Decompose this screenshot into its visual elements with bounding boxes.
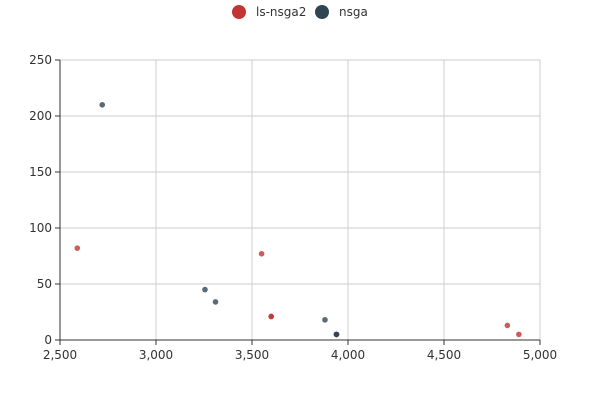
scatter-point[interactable] [268,313,275,320]
x-tick-label: 4,500 [427,348,461,362]
series-ls-nsga2 [74,245,522,338]
scatter-point[interactable] [504,322,511,329]
legend-label: nsga [339,5,368,19]
x-tick-label: 3,000 [139,348,173,362]
scatter-point[interactable] [99,102,106,108]
scatter-point[interactable] [74,245,81,251]
y-tick-label: 250 [29,53,52,67]
legend-marker [232,5,246,19]
legend-item-nsga[interactable]: nsga [315,5,368,19]
x-tick-label: 4,000 [331,348,365,362]
x-tick-label: 5,000 [523,348,557,362]
series-nsga [99,102,340,338]
scatter-point[interactable] [212,299,219,305]
x-tick-label: 2,500 [43,348,77,362]
legend[interactable]: ls-nsga2 nsga [232,5,368,19]
scatter-point[interactable] [516,331,522,338]
legend-marker [315,5,329,19]
scatter-point[interactable] [322,317,328,323]
scatter-point[interactable] [333,331,340,338]
legend-label: ls-nsga2 [256,5,306,19]
scatter-point[interactable] [202,286,208,293]
legend-item-ls-nsga2[interactable]: ls-nsga2 [232,5,306,19]
x-tick-label: 3,500 [235,348,269,362]
grid-layer [60,59,541,340]
scatter-point[interactable] [258,250,265,257]
y-tick-label: 0 [44,333,52,347]
points-layer [74,102,522,338]
y-tick-label: 200 [29,109,52,123]
y-tick-label: 100 [29,221,52,235]
y-tick-label: 150 [29,165,52,179]
axis-layer: 2,500 3,000 3,500 4,000 4,500 5,000 0 50 100 150 2… [29,53,557,362]
y-tick-label: 50 [37,277,52,291]
